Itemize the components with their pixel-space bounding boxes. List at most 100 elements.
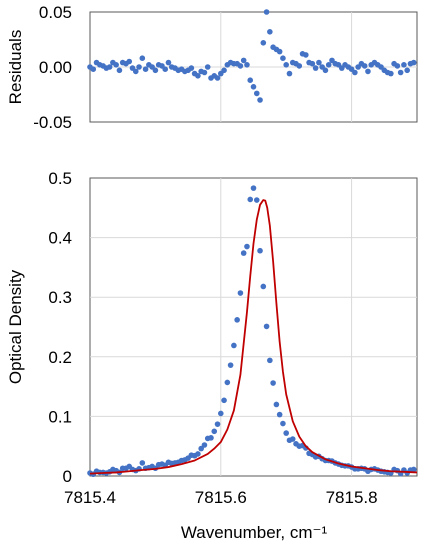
main-y-tick-label: 0.3 [48, 288, 72, 307]
main-x-tick-labels: 7815.4 7815.6 7815.8 [64, 488, 378, 507]
residual-point [240, 57, 247, 64]
residual-point [303, 52, 309, 58]
residual-point [204, 64, 211, 70]
residual-point [116, 67, 123, 74]
residual-point [365, 68, 371, 75]
residual-point [316, 59, 322, 66]
main-data-point [208, 435, 214, 441]
main-data-point [195, 451, 201, 457]
residual-point [280, 55, 286, 61]
main-data-point [253, 197, 260, 203]
residual-point [267, 29, 273, 35]
main-y-tick-label: 0.2 [48, 348, 72, 367]
main-data-point [240, 250, 247, 256]
main-y-tick-label: 0.1 [48, 407, 72, 426]
residual-point [188, 65, 195, 71]
residual-point [361, 63, 368, 69]
residuals-y-tick-label: 0.05 [39, 3, 72, 22]
main-data-point [410, 466, 417, 473]
residual-point [401, 62, 407, 68]
main-data-point [283, 430, 290, 436]
main-data-point [247, 196, 254, 203]
residual-point [352, 69, 358, 76]
residuals-y-tick-label: 0.00 [39, 58, 72, 77]
residuals-y-tick-labels: -0.05 0.00 0.05 [33, 3, 72, 132]
residual-point [260, 40, 267, 46]
residual-point [113, 62, 119, 68]
main-y-tick-label: 0.5 [48, 169, 72, 188]
main-fit-line [89, 199, 418, 475]
residual-point [132, 68, 139, 75]
residual-point [106, 64, 113, 70]
residual-point [250, 84, 257, 90]
main-data-point [273, 401, 280, 408]
main-y-tick-labels: 0 0.1 0.2 0.3 0.4 0.5 [48, 169, 72, 486]
main-data-point [289, 436, 296, 442]
main-y-axis-label: Optical Density [6, 269, 25, 384]
main-data-point [214, 421, 221, 427]
main-x-tick-label: 7815.4 [64, 488, 116, 507]
main-data-point [198, 445, 204, 452]
residual-point [90, 66, 97, 72]
residual-point [195, 73, 201, 79]
residual-point [410, 59, 417, 66]
residual-point [253, 90, 260, 97]
residual-point [214, 75, 221, 81]
residual-point [309, 60, 316, 67]
main-data-point [234, 317, 240, 323]
main-data-point [218, 410, 224, 417]
main-data-point [260, 283, 267, 290]
residual-point [142, 66, 149, 72]
residual-point [162, 66, 169, 72]
main-data-point [201, 442, 208, 448]
residual-point [276, 48, 283, 55]
main-plot-area [89, 177, 418, 477]
residuals-panel: -0.05 0.00 0.05 Residuals [6, 3, 418, 132]
main-data-point [280, 420, 286, 427]
residual-point [165, 59, 172, 66]
main-data-point [244, 243, 250, 250]
residual-point [312, 65, 319, 71]
residual-point [152, 67, 159, 74]
residual-point [237, 63, 244, 69]
main-data-point [257, 247, 263, 254]
residuals-points [87, 9, 417, 103]
residual-point [136, 64, 142, 70]
main-data-point [211, 428, 218, 435]
residual-point [296, 63, 303, 69]
residual-point [283, 62, 290, 68]
residuals-y-tick-label: -0.05 [33, 113, 72, 132]
residual-point [286, 70, 293, 77]
residual-point [388, 70, 394, 77]
main-y-tick-label: 0.4 [48, 229, 72, 248]
main-data-point [221, 397, 227, 404]
residual-point [139, 55, 146, 61]
residual-point [244, 62, 250, 68]
residual-point [322, 67, 329, 74]
main-data-point [276, 411, 283, 418]
main-data-point [250, 185, 257, 191]
main-y-tick-label: 0 [63, 467, 72, 486]
main-data-point [227, 362, 234, 368]
main-data-point [270, 380, 276, 386]
main-data-point [224, 379, 231, 386]
main-x-tick-label: 7815.6 [195, 488, 247, 507]
residual-point [221, 67, 227, 74]
residual-point [325, 62, 332, 68]
main-data-point [139, 460, 146, 466]
main-x-axis-label: Wavenumber, cm⁻¹ [181, 523, 328, 542]
residual-point [126, 58, 133, 65]
main-data-point [263, 323, 270, 330]
main-data-point [237, 290, 244, 296]
residual-point [201, 69, 208, 76]
residual-point [247, 77, 254, 83]
residual-point [404, 67, 410, 74]
main-x-tick-label: 7815.8 [326, 488, 378, 507]
residuals-y-axis-label: Residuals [6, 30, 25, 105]
main-data-point [231, 342, 237, 349]
residual-point [394, 63, 401, 69]
residual-point [257, 97, 263, 103]
residual-point [397, 69, 404, 76]
main-panel: 0 0.1 0.2 0.3 0.4 0.5 7815.4 7815.6 7815.8 Opti… [6, 169, 418, 542]
